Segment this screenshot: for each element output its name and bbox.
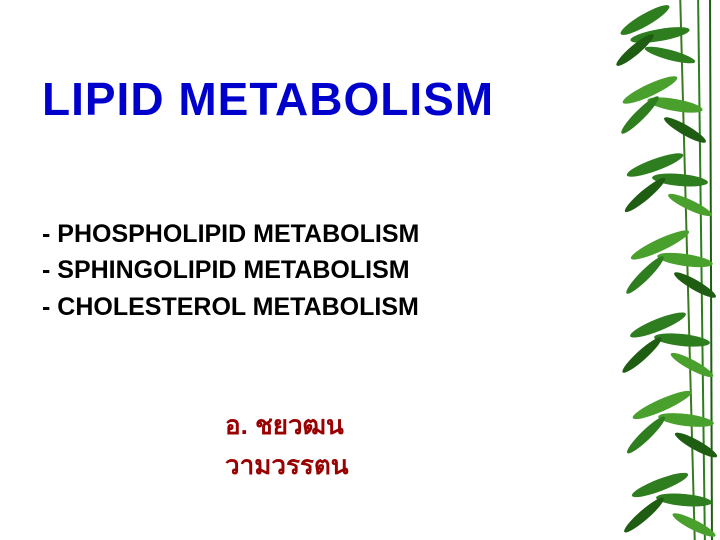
slide-title: LIPID METABOLISM [42,72,494,126]
author-line-2: วามวรรตน [225,445,349,485]
author-line-1: อ. ชยวฒน [225,405,349,445]
author-block: อ. ชยวฒน วามวรรตน [225,405,349,486]
bullet-list: - PHOSPHOLIPID METABOLISM - SPHINGOLIPID… [42,216,419,325]
bullet-item: - CHOLESTEROL METABOLISM [42,289,419,325]
bamboo-decoration [550,0,720,540]
bullet-item: - PHOSPHOLIPID METABOLISM [42,216,419,252]
bullet-item: - SPHINGOLIPID METABOLISM [42,252,419,288]
